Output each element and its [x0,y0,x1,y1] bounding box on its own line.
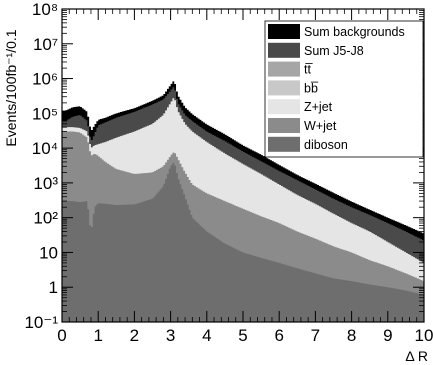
y-tick-label: 10⁻¹ [24,313,58,332]
x-tick-label: 3 [166,326,175,345]
legend-label: Sum backgrounds [304,25,405,39]
y-tick-label: 10 [39,243,58,262]
legend-swatch [268,118,300,133]
x-tick-label: 8 [347,326,356,345]
legend-label: diboson [304,138,348,152]
legend-swatch [268,136,300,152]
y-tick-label: 1 [49,278,58,297]
legend-swatch [268,61,300,77]
x-tick-label: 4 [202,326,211,345]
x-tick-label: 2 [130,326,139,345]
legend-swatch [268,42,300,58]
x-tick-label: 7 [311,326,320,345]
y-tick-label: 10⁵ [32,104,58,123]
legend-label: tt̅ [304,63,313,77]
x-tick-label: 6 [274,326,283,345]
y-tick-label: 10⁶ [32,70,58,89]
series-diboson [62,163,424,322]
x-tick-label: 1 [93,326,102,345]
y-tick-label: 10⁸ [32,0,58,19]
x-axis: 0 1 2 3 4 5 6 7 8 9 10 [57,9,433,345]
legend-label: W+jet [304,119,337,133]
x-tick-label: 0 [57,326,66,345]
y-tick-label: 10³ [33,174,58,193]
x-axis-label: Δ R [405,348,428,364]
legend-swatch [268,99,300,115]
legend-label: Z+jet [304,100,333,114]
y-axis-label: Events/100fb⁻¹/0.1 [3,29,19,146]
legend-label: bb̅ [304,81,318,95]
y-tick-label: 10⁴ [32,139,58,158]
y-tick-label: 10⁷ [33,35,58,54]
y-tick-label: 10² [33,209,58,228]
legend-label: Sum J5-J8 [304,44,364,58]
x-tick-label: 10 [415,326,433,345]
legend: Sum backgrounds Sum J5-J8 tt̅ bb̅ Z+jet W+jet… [264,20,424,158]
legend-swatch [268,80,300,96]
x-tick-label: 5 [238,326,247,345]
x-tick-label: 9 [383,326,392,345]
stacked-histogram [62,81,424,323]
legend-swatch [268,24,300,39]
